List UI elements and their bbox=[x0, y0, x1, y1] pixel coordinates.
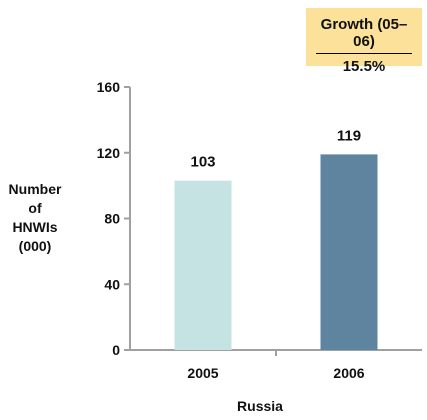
x-tick-label: 2006 bbox=[333, 365, 364, 381]
y-tick-label: 120 bbox=[97, 145, 121, 161]
x-axis-title: Russia bbox=[237, 398, 283, 414]
data-label: 119 bbox=[337, 127, 361, 144]
growth-callout: Growth (05–06) 15.5% bbox=[306, 8, 422, 75]
y-axis-title-line: of bbox=[28, 200, 42, 216]
bar bbox=[174, 180, 232, 350]
y-axis-title-line: Number bbox=[8, 181, 62, 197]
growth-title: Growth (05–06) bbox=[316, 16, 412, 54]
y-axis-title-line: (000) bbox=[18, 238, 52, 254]
bar bbox=[320, 154, 378, 350]
x-tick-label: 2005 bbox=[187, 365, 218, 381]
y-tick-label: 80 bbox=[104, 211, 120, 227]
growth-value: 15.5% bbox=[342, 58, 386, 75]
y-axis-title-line: HNWIs bbox=[12, 219, 58, 235]
y-tick-label: 0 bbox=[112, 342, 120, 358]
y-tick-label: 160 bbox=[97, 79, 121, 95]
y-tick-label: 40 bbox=[104, 276, 120, 292]
y-axis-title: Number of HNWIs (000) bbox=[0, 180, 70, 256]
data-label: 103 bbox=[190, 154, 215, 171]
